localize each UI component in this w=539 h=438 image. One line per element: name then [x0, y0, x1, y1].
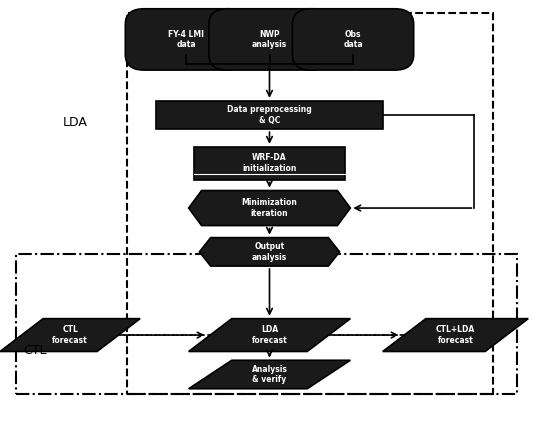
Text: FY-4 LMI
data: FY-4 LMI data [168, 30, 204, 49]
Polygon shape [189, 191, 350, 226]
Text: LDA
forecast: LDA forecast [252, 325, 287, 345]
Polygon shape [189, 319, 350, 351]
Text: WRF-DA
initialization: WRF-DA initialization [243, 153, 296, 173]
Text: Output
analysis: Output analysis [252, 242, 287, 261]
Bar [194, 147, 345, 180]
Text: Obs
data: Obs data [343, 30, 363, 49]
Text: LDA: LDA [63, 116, 88, 129]
Text: Data preprocessing
& QC: Data preprocessing & QC [227, 105, 312, 125]
Text: CTL: CTL [23, 344, 47, 357]
Text: CTL+LDA
forecast: CTL+LDA forecast [436, 325, 475, 345]
FancyBboxPatch shape [125, 9, 246, 70]
Bar [16, 254, 517, 394]
Polygon shape [189, 360, 350, 389]
Text: Minimization
iteration: Minimization iteration [241, 198, 298, 218]
Polygon shape [0, 319, 140, 351]
Text: NWP
analysis: NWP analysis [252, 30, 287, 49]
FancyBboxPatch shape [209, 9, 330, 70]
Bar [127, 13, 493, 394]
Polygon shape [383, 319, 528, 351]
Bar [156, 101, 383, 129]
Text: CTL
forecast: CTL forecast [52, 325, 88, 345]
Text: Analysis
& verify: Analysis & verify [252, 365, 287, 384]
Polygon shape [199, 237, 340, 266]
FancyBboxPatch shape [292, 9, 414, 70]
